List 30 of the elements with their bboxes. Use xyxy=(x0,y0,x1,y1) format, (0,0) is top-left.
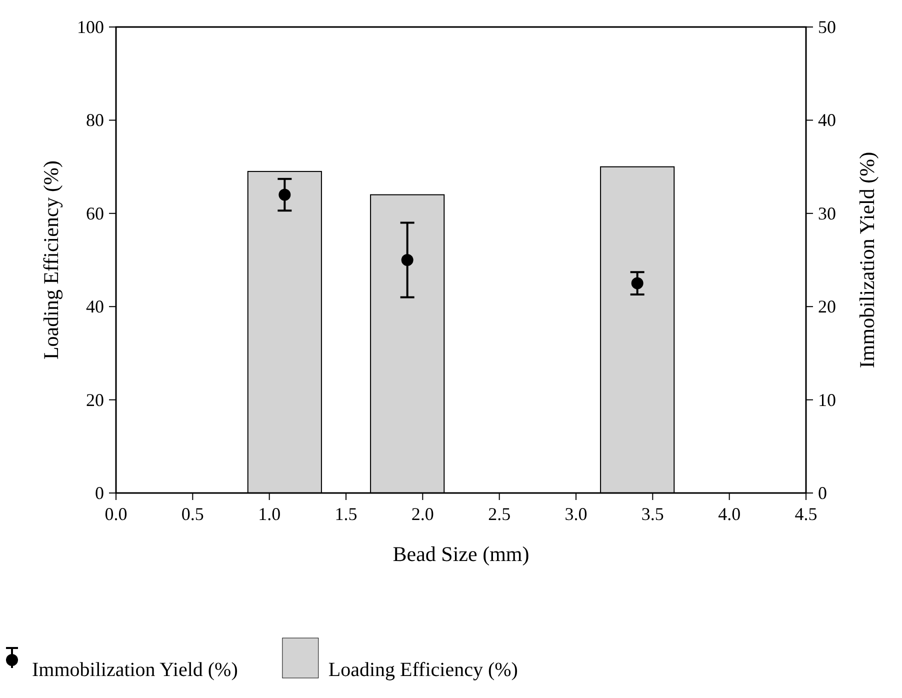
y2-tick-label: 40 xyxy=(818,110,836,130)
y-tick-label: 60 xyxy=(86,203,104,224)
point xyxy=(278,188,291,201)
x-tick-label: 4.0 xyxy=(718,504,741,524)
y-tick-label: 80 xyxy=(86,110,104,130)
y2-tick-label: 0 xyxy=(818,483,827,503)
y-tick-label: 40 xyxy=(86,296,104,317)
y-tick-label: 0 xyxy=(95,483,104,503)
y2-tick-label: 10 xyxy=(818,390,836,410)
y2-tick-label: 50 xyxy=(818,17,836,37)
x-tick-label: 0.0 xyxy=(104,504,128,524)
legend-label: Loading Efficiency (%) xyxy=(328,659,518,681)
x-tick-label: 1.5 xyxy=(334,504,358,524)
x-tick-label: 4.5 xyxy=(794,504,818,524)
point xyxy=(401,254,414,266)
y2-tick-label: 30 xyxy=(818,203,836,224)
y2-axis-title: Immobilization Yield (%) xyxy=(855,152,879,368)
x-tick-label: 2.5 xyxy=(488,504,511,524)
legend-label: Immobilization Yield (%) xyxy=(32,659,238,681)
y-tick-label: 100 xyxy=(77,17,104,37)
x-tick-label: 3.5 xyxy=(641,504,664,524)
x-tick-label: 3.0 xyxy=(564,504,588,524)
y-tick-label: 20 xyxy=(86,390,104,410)
y2-tick-label: 20 xyxy=(818,296,836,317)
x-tick-label: 1.0 xyxy=(258,504,281,524)
point xyxy=(631,277,644,290)
y-axis-title: Loading Efficiency (%) xyxy=(39,160,63,360)
x-tick-label: 2.0 xyxy=(411,504,434,524)
x-axis-title: Bead Size (mm) xyxy=(392,542,530,566)
x-tick-label: 0.5 xyxy=(181,504,204,524)
